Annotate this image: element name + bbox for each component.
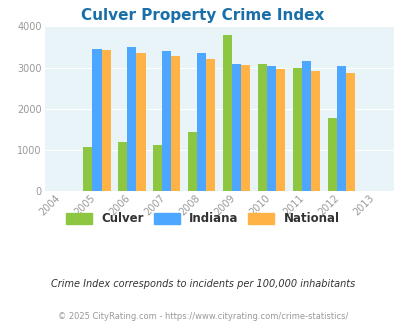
Bar xyxy=(153,145,162,191)
Bar xyxy=(92,49,101,191)
Legend: Culver, Indiana, National: Culver, Indiana, National xyxy=(62,208,343,230)
Bar xyxy=(162,51,171,191)
Bar xyxy=(101,50,111,191)
Bar xyxy=(292,68,301,191)
Bar xyxy=(136,53,145,191)
Bar xyxy=(232,64,241,191)
Text: Crime Index corresponds to incidents per 100,000 inhabitants: Crime Index corresponds to incidents per… xyxy=(51,279,354,289)
Bar xyxy=(241,65,250,191)
Bar xyxy=(222,35,232,191)
Bar xyxy=(266,66,275,191)
Bar xyxy=(310,71,320,191)
Bar xyxy=(301,61,310,191)
Bar xyxy=(327,118,336,191)
Bar xyxy=(197,53,206,191)
Bar xyxy=(188,132,197,191)
Bar xyxy=(345,74,354,191)
Bar xyxy=(118,142,127,191)
Bar xyxy=(171,56,180,191)
Bar xyxy=(83,147,92,191)
Bar xyxy=(275,69,285,191)
Text: Culver Property Crime Index: Culver Property Crime Index xyxy=(81,8,324,23)
Bar xyxy=(127,47,136,191)
Bar xyxy=(206,59,215,191)
Bar xyxy=(257,64,266,191)
Bar xyxy=(336,66,345,191)
Text: © 2025 CityRating.com - https://www.cityrating.com/crime-statistics/: © 2025 CityRating.com - https://www.city… xyxy=(58,312,347,321)
